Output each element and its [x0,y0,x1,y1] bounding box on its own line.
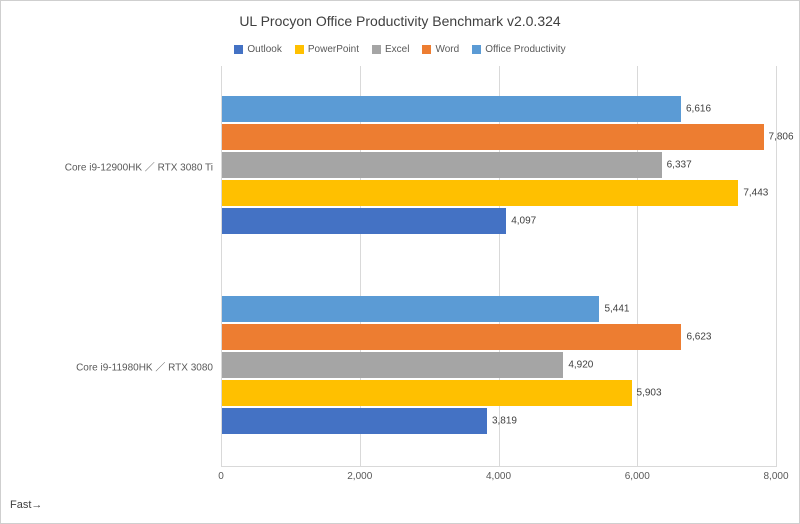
x-tick-label: 2,000 [347,471,373,482]
data-label: 6,337 [666,159,692,171]
legend-label: Outlook [247,44,282,55]
bar-row: 6,623 [222,324,777,350]
x-tick-label: 8,000 [763,471,789,482]
data-label: 5,903 [636,387,662,399]
bar-group: Core i9-11980HK ／ RTX 3080 5,441 6,623 4,92… [76,266,777,466]
data-label: 7,806 [768,131,794,143]
data-label: 5,441 [604,303,630,315]
chart-title: UL Procyon Office Productivity Benchmark… [239,13,561,29]
x-tick-label: 4,000 [485,471,512,482]
data-label: 3,819 [491,415,517,427]
bar-row: 7,443 [222,180,777,206]
bar-powerpoint [222,380,632,406]
bar-row: 3,819 [222,408,777,434]
bar-word [222,124,764,150]
bar-row: 5,903 [222,380,777,406]
legend-item: Office Productivity [472,44,566,55]
bar-outlook [222,208,507,234]
x-tick-label: 0 [218,471,224,482]
legend-swatch-icon [422,45,432,54]
bar-row: 7,806 [222,124,794,150]
data-label: 6,623 [686,331,712,343]
bar-excel [222,352,564,378]
legend-swatch-icon [234,45,244,54]
bar-row: 4,920 [222,352,777,378]
gridline [776,66,777,466]
bar-row: 6,616 [222,96,777,122]
legend-item: Word [422,44,459,55]
legend-label: Word [435,44,460,55]
bar-group: Core i9-12900HK ／ RTX 3080 Ti 6,616 7,806 6… [65,66,794,266]
legend-label: PowerPoint [307,44,360,55]
data-label: 4,097 [511,215,537,227]
data-label: 6,616 [685,103,712,115]
data-label: 7,443 [743,187,769,199]
legend-label: Excel [385,44,410,55]
bar-powerpoint [222,180,739,206]
bar-office-productivity [222,296,600,322]
bar-word [222,324,682,350]
bar-outlook [222,408,487,434]
legend-item: PowerPoint [294,44,360,55]
x-tick-label: 6,000 [624,471,650,482]
legend-swatch-icon [472,45,482,54]
category-label: Core i9-11980HK ／ RTX 3080 [76,362,213,374]
bar-row: 4,097 [222,208,777,234]
gridline [498,66,500,466]
category-label: Core i9-12900HK ／ RTX 3080 Ti [64,162,213,174]
fast-direction-note: Fast→ [10,499,43,511]
legend-item: Excel [372,44,409,55]
legend-item: Outlook [234,44,282,55]
data-label: 4,920 [568,359,594,371]
gridline [637,66,639,466]
bar-row: 5,441 [222,296,777,322]
bar-excel [222,152,662,178]
legend-label: Office Productivity [485,44,566,55]
legend: Outlook PowerPoint Excel Word Office Product… [1,44,799,55]
x-axis-ticks: 0 2,000 4,000 6,000 8,000 [218,471,788,485]
plot-area: Core i9-12900HK ／ RTX 3080 Ti 6,616 7,806 6… [65,66,794,467]
bar-office-productivity [222,96,681,122]
gridline [359,66,361,466]
legend-swatch-icon [294,45,304,54]
legend-swatch-icon [372,45,382,54]
bar-row: 6,337 [222,152,777,178]
